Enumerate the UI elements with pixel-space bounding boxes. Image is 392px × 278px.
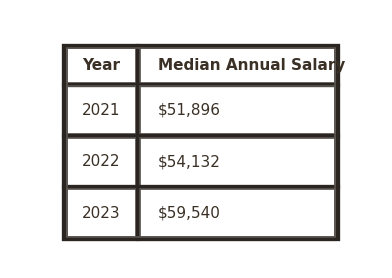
Bar <box>140 86 335 134</box>
Bar <box>138 46 338 85</box>
Bar <box>67 86 136 134</box>
Bar <box>64 46 138 85</box>
Text: $54,132: $54,132 <box>158 154 221 169</box>
Bar <box>64 85 138 136</box>
Bar <box>138 187 338 239</box>
Bar <box>138 85 338 136</box>
Bar <box>64 187 138 239</box>
Bar <box>64 46 338 239</box>
Bar <box>67 48 335 237</box>
Text: Year: Year <box>82 58 120 73</box>
Bar <box>138 85 338 136</box>
Bar <box>64 46 138 85</box>
Bar <box>138 187 338 239</box>
Bar <box>64 136 138 187</box>
Text: $59,540: $59,540 <box>158 206 221 221</box>
Bar <box>138 46 338 85</box>
Bar <box>138 136 338 187</box>
Bar <box>140 189 335 237</box>
Bar <box>67 189 136 237</box>
Bar <box>64 187 138 239</box>
Bar <box>138 136 338 187</box>
Bar <box>67 48 136 83</box>
Text: Median Annual Salary: Median Annual Salary <box>158 58 345 73</box>
Text: $51,896: $51,896 <box>158 103 221 118</box>
Bar <box>64 85 138 136</box>
Bar <box>140 48 335 83</box>
Text: 2021: 2021 <box>82 103 120 118</box>
Bar <box>140 138 335 186</box>
Bar <box>67 138 136 186</box>
Text: 2022: 2022 <box>82 154 120 169</box>
Bar <box>64 136 138 187</box>
Text: 2023: 2023 <box>82 206 120 221</box>
